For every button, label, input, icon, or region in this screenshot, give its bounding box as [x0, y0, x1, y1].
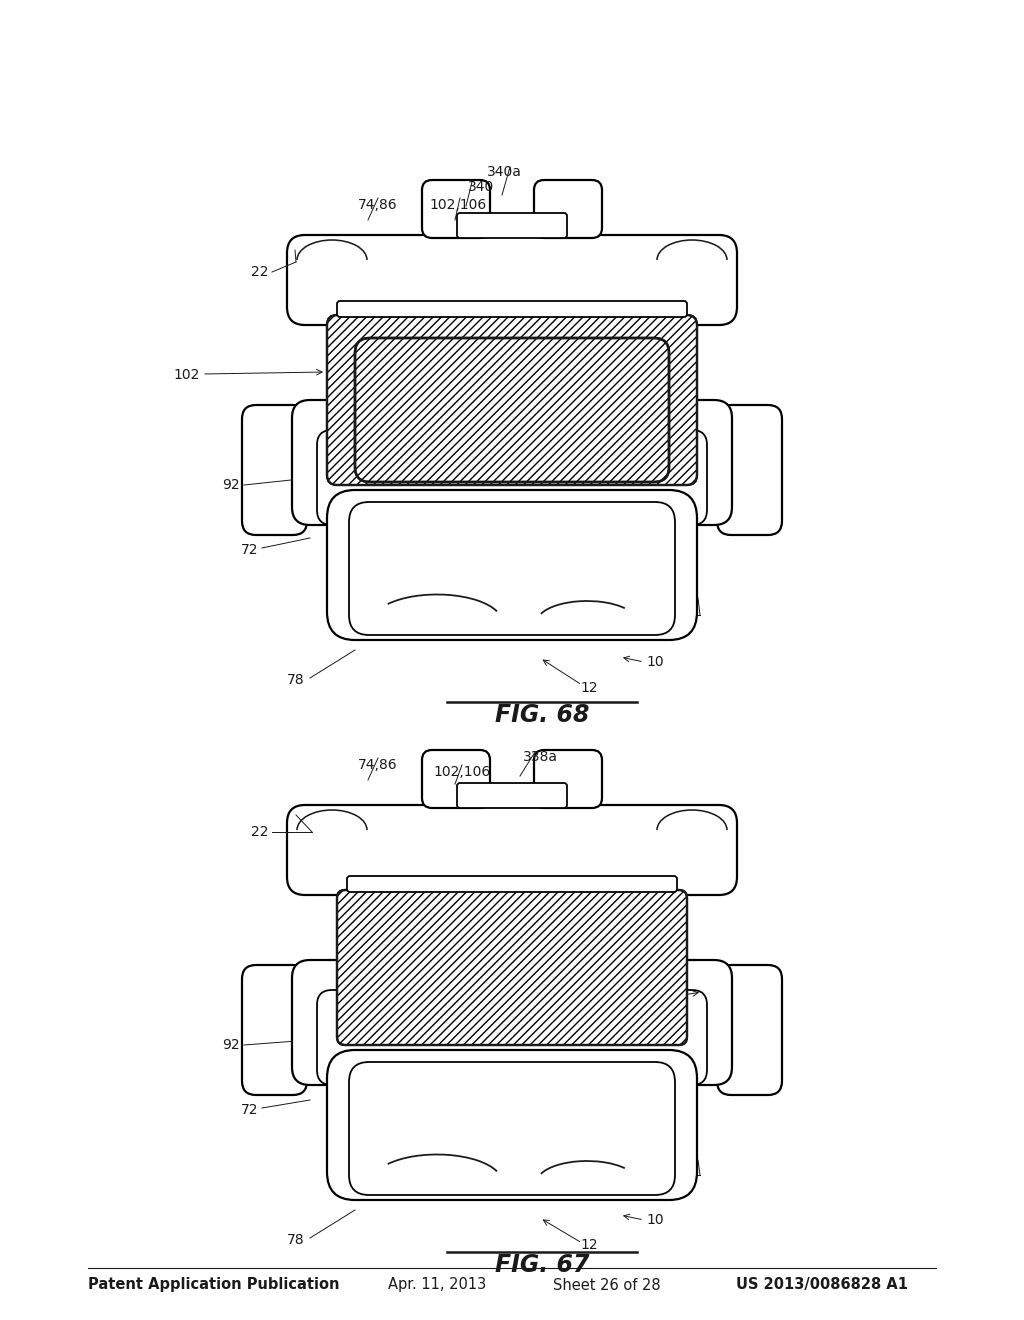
- Text: Sheet 26 of 28: Sheet 26 of 28: [553, 1278, 660, 1292]
- Text: 78: 78: [288, 673, 305, 686]
- Text: 338a: 338a: [522, 750, 557, 764]
- FancyBboxPatch shape: [349, 502, 675, 635]
- FancyBboxPatch shape: [422, 750, 490, 808]
- FancyBboxPatch shape: [355, 338, 669, 482]
- Text: 78: 78: [288, 1233, 305, 1247]
- Text: 14: 14: [648, 432, 666, 445]
- Text: 238: 238: [648, 928, 675, 942]
- FancyBboxPatch shape: [327, 315, 697, 484]
- FancyBboxPatch shape: [317, 990, 707, 1085]
- Text: 90: 90: [648, 1034, 666, 1047]
- FancyBboxPatch shape: [717, 405, 782, 535]
- Text: 92: 92: [222, 478, 240, 492]
- Text: 24: 24: [646, 1168, 664, 1181]
- FancyBboxPatch shape: [317, 430, 707, 525]
- Text: 340a: 340a: [486, 165, 521, 180]
- Text: 102: 102: [174, 368, 200, 381]
- FancyBboxPatch shape: [292, 960, 732, 1085]
- FancyBboxPatch shape: [534, 180, 602, 238]
- Text: 90: 90: [648, 469, 666, 482]
- Text: 24: 24: [646, 609, 664, 622]
- Text: 92: 92: [222, 1038, 240, 1052]
- FancyBboxPatch shape: [355, 338, 669, 482]
- FancyBboxPatch shape: [287, 805, 737, 895]
- FancyBboxPatch shape: [457, 783, 567, 808]
- Text: 26: 26: [648, 363, 666, 378]
- Text: 14: 14: [648, 993, 666, 1007]
- FancyBboxPatch shape: [327, 490, 697, 640]
- FancyBboxPatch shape: [337, 890, 687, 1045]
- FancyBboxPatch shape: [242, 405, 307, 535]
- Text: 74,86: 74,86: [358, 198, 397, 213]
- FancyBboxPatch shape: [242, 965, 307, 1096]
- Text: US 2013/0086828 A1: US 2013/0086828 A1: [736, 1278, 908, 1292]
- Text: 74,86: 74,86: [358, 758, 397, 772]
- FancyBboxPatch shape: [347, 876, 677, 892]
- Text: FIG. 67: FIG. 67: [495, 1253, 589, 1276]
- FancyBboxPatch shape: [327, 1049, 697, 1200]
- FancyBboxPatch shape: [292, 400, 732, 525]
- FancyBboxPatch shape: [337, 301, 687, 317]
- Text: 22: 22: [251, 265, 268, 279]
- Text: 10: 10: [646, 655, 664, 669]
- Text: 72: 72: [241, 1104, 258, 1117]
- Text: 340: 340: [468, 180, 495, 194]
- FancyBboxPatch shape: [349, 1063, 675, 1195]
- Text: 10: 10: [646, 1213, 664, 1228]
- Text: 72: 72: [241, 543, 258, 557]
- FancyBboxPatch shape: [717, 965, 782, 1096]
- FancyBboxPatch shape: [327, 315, 697, 484]
- FancyBboxPatch shape: [457, 213, 567, 238]
- Text: 102,106: 102,106: [429, 198, 486, 213]
- Text: 22: 22: [251, 825, 268, 840]
- Text: 102,106: 102,106: [433, 766, 490, 779]
- FancyBboxPatch shape: [287, 235, 737, 325]
- FancyBboxPatch shape: [422, 180, 490, 238]
- Text: 12: 12: [580, 1238, 598, 1251]
- Text: Apr. 11, 2013: Apr. 11, 2013: [388, 1278, 486, 1292]
- FancyBboxPatch shape: [337, 890, 687, 1045]
- FancyBboxPatch shape: [534, 750, 602, 808]
- Text: 12: 12: [580, 681, 598, 696]
- Text: FIG. 68: FIG. 68: [495, 704, 589, 727]
- Text: Patent Application Publication: Patent Application Publication: [88, 1278, 340, 1292]
